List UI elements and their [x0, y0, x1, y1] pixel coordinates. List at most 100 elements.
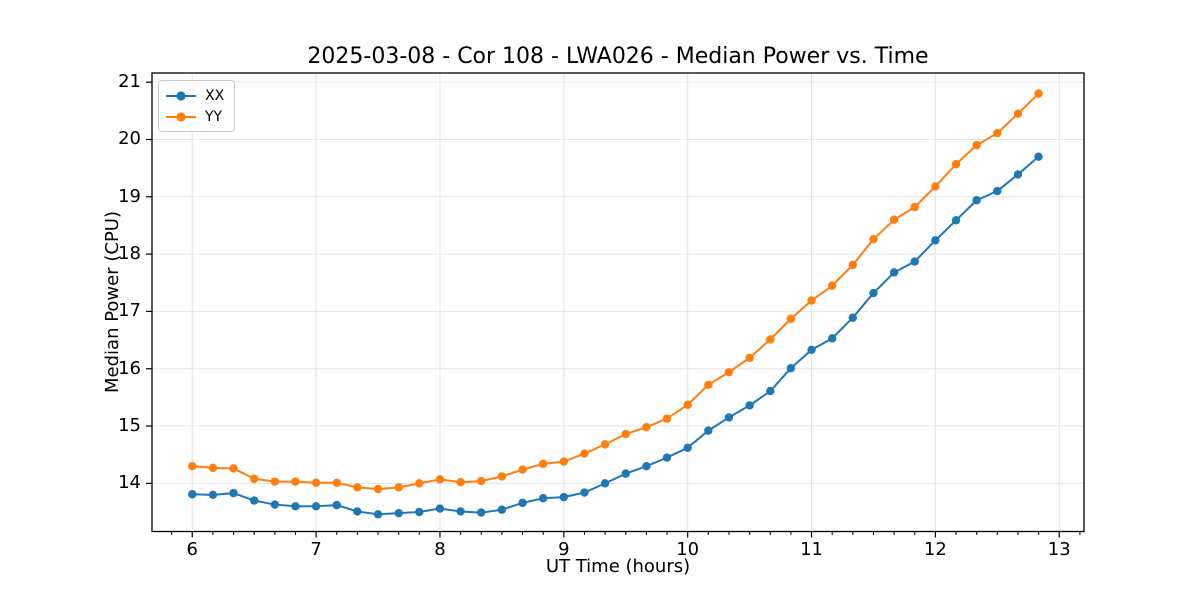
y-tick-label: 18 — [118, 243, 141, 265]
data-point-XX — [724, 413, 734, 422]
data-point-XX — [993, 186, 1002, 196]
data-point-YY — [1013, 109, 1023, 118]
data-point-YY — [910, 202, 919, 212]
data-point-YY — [683, 400, 692, 410]
data-point-YY — [745, 353, 754, 363]
data-point-XX — [1013, 170, 1023, 179]
y-tick-label: 16 — [118, 357, 141, 379]
data-point-YY — [931, 182, 940, 191]
data-point-YY — [828, 281, 837, 290]
data-point-XX — [1034, 152, 1043, 161]
x-tick-label: 7 — [310, 539, 322, 560]
data-point-YY — [580, 449, 589, 458]
data-point-YY — [559, 457, 569, 466]
data-point-YY — [332, 478, 341, 487]
data-point-XX — [435, 504, 445, 513]
x-tick-label: 12 — [923, 539, 947, 560]
data-point-YY — [477, 476, 486, 486]
data-point-YY — [188, 461, 197, 471]
x-tick-label: 8 — [434, 539, 446, 560]
y-tick-label: 14 — [118, 472, 141, 494]
data-point-XX — [683, 443, 692, 453]
data-point-YY — [807, 296, 816, 305]
data-point-YY — [869, 235, 878, 244]
data-point-XX — [373, 510, 383, 519]
data-point-YY — [766, 335, 775, 344]
data-point-YY — [724, 367, 734, 377]
data-point-XX — [477, 508, 486, 517]
data-point-XX — [910, 257, 919, 266]
data-point-XX — [559, 492, 569, 502]
data-point-XX — [229, 488, 238, 498]
data-point-XX — [621, 469, 630, 478]
data-point-XX — [311, 502, 321, 511]
data-point-XX — [270, 500, 280, 509]
chart-title: 2025-03-08 - Cor 108 - LWA026 - Median P… — [307, 44, 929, 69]
data-point-YY — [373, 484, 383, 494]
data-point-YY — [848, 260, 857, 270]
data-point-XX — [600, 479, 610, 488]
data-point-XX — [208, 490, 218, 500]
data-point-YY — [704, 380, 713, 389]
x-tick-label: 9 — [558, 539, 570, 560]
y-tick-label: 20 — [118, 128, 141, 150]
data-point-YY — [394, 483, 403, 492]
data-point-YY — [786, 314, 796, 324]
data-point-XX — [518, 498, 527, 508]
data-point-YY — [229, 464, 238, 473]
y-tick-label: 17 — [118, 300, 141, 322]
data-point-YY — [538, 459, 548, 469]
data-point-YY — [518, 465, 527, 474]
data-point-XX — [188, 490, 197, 499]
y-tick-label: 19 — [118, 185, 141, 207]
legend-item-YY: YY — [165, 107, 224, 126]
data-point-XX — [642, 461, 651, 471]
series-YY — [188, 89, 1043, 494]
x-axis-label: UT Time (hours) — [545, 556, 691, 577]
x-tick-label: 6 — [186, 539, 198, 560]
data-point-XX — [580, 488, 589, 497]
data-point-XX — [415, 507, 424, 517]
data-point-YY — [353, 483, 362, 492]
legend: XX YY — [158, 80, 236, 132]
data-point-XX — [807, 345, 816, 355]
data-point-XX — [497, 505, 507, 514]
data-point-XX — [394, 508, 403, 518]
data-point-YY — [951, 159, 961, 169]
data-point-YY — [621, 429, 630, 439]
data-point-XX — [353, 507, 362, 516]
data-point-XX — [848, 313, 857, 322]
data-point-XX — [249, 496, 259, 505]
data-point-YY — [600, 440, 610, 449]
data-point-YY — [311, 478, 321, 487]
data-point-XX — [745, 401, 754, 410]
data-point-XX — [332, 500, 341, 510]
legend-item-XX: XX — [165, 86, 224, 105]
data-point-XX — [662, 453, 672, 462]
data-point-XX — [291, 502, 300, 511]
data-point-XX — [951, 216, 961, 225]
axis-ticks — [146, 81, 1081, 538]
data-point-XX — [931, 236, 940, 245]
series-XX — [188, 152, 1043, 519]
data-point-XX — [456, 507, 465, 516]
y-tick-label: 15 — [118, 415, 141, 437]
legend-line-marker-icon — [166, 90, 196, 101]
data-point-YY — [270, 477, 280, 486]
grid-lines — [152, 73, 1084, 532]
data-point-XX — [704, 426, 713, 435]
data-point-YY — [889, 215, 899, 224]
data-point-YY — [208, 463, 218, 473]
data-point-YY — [249, 474, 259, 483]
data-point-YY — [291, 477, 300, 486]
data-point-YY — [456, 478, 465, 487]
data-point-XX — [972, 196, 981, 205]
data-point-XX — [538, 494, 548, 503]
data-point-YY — [993, 128, 1002, 138]
legend-label: YY — [205, 108, 223, 125]
legend-label: XX — [205, 87, 225, 104]
x-tick-label: 10 — [676, 539, 700, 560]
data-point-XX — [869, 288, 878, 298]
